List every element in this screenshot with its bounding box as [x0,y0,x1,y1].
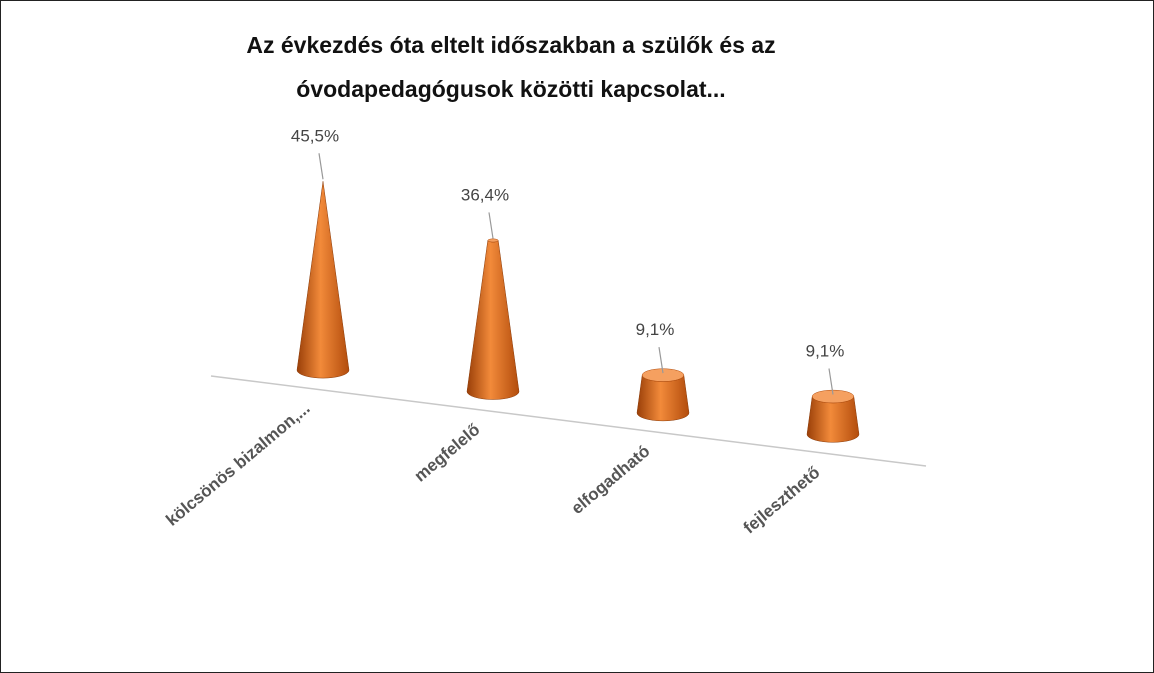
cone-top [487,238,499,243]
leader-line [658,347,664,374]
data-label: 9,1% [636,320,675,339]
chart-title: Az évkezdés óta eltelt időszakban a szül… [246,32,776,102]
leader-line [318,153,324,180]
data-label: 45,5% [291,126,339,145]
cone [636,375,690,422]
floor-line [210,375,927,467]
leader-line [488,212,494,239]
x-tick-label: fejleszthető [740,463,824,538]
x-tick-label: megfelelő [411,420,484,486]
cone-top [641,368,685,382]
leader-line [828,368,834,395]
cone [806,396,860,443]
x-tick-label: kölcsönös bizalmon,... [162,399,313,530]
cone [466,240,520,400]
data-label: 9,1% [806,342,845,361]
cone [296,181,350,379]
data-label: 36,4% [461,185,509,204]
x-tick-label: elfogadható [568,441,654,517]
cone-top [811,389,855,404]
